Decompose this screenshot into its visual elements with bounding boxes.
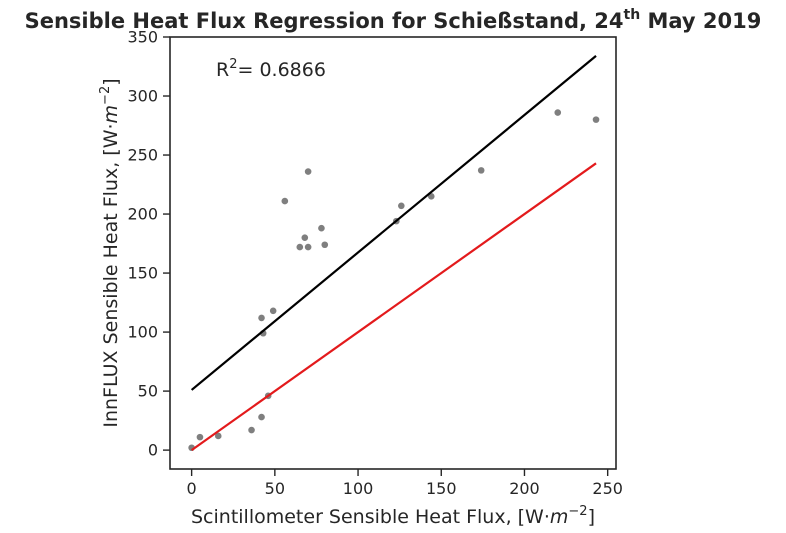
y-axis-label: InnFLUX Sensible Heat Flux, [W·m−2] xyxy=(98,78,122,427)
data-point xyxy=(248,426,255,434)
data-point xyxy=(304,168,312,175)
data-point xyxy=(269,307,277,315)
x-tick-label: 250 xyxy=(592,479,623,498)
x-axis-ticks: 0 50 100 150 200 250 xyxy=(187,469,623,498)
data-point xyxy=(296,243,304,251)
one-to-one-line xyxy=(190,162,597,452)
data-point xyxy=(214,432,222,440)
plot-frame xyxy=(169,36,617,470)
x-tick-label: 50 xyxy=(265,479,285,498)
r-squared-annotation: R2= 0.6866 xyxy=(216,57,326,81)
data-point xyxy=(592,116,600,123)
y-axis-ticks: 0 50 100 150 200 250 300 350 xyxy=(127,28,170,460)
y-tick-label: 100 xyxy=(127,323,158,342)
data-point xyxy=(301,234,309,241)
x-tick-label: 100 xyxy=(343,479,374,498)
x-axis-label: Scintillometer Sensible Heat Flux, [W·m−… xyxy=(191,504,595,528)
y-tick-label: 0 xyxy=(148,441,158,460)
y-tick-label: 200 xyxy=(127,205,158,224)
y-tick-label: 150 xyxy=(127,264,158,283)
data-point xyxy=(281,197,289,205)
data-point xyxy=(398,202,405,210)
x-tick-label: 200 xyxy=(509,479,540,498)
data-point xyxy=(258,413,265,421)
y-tick-label: 350 xyxy=(127,28,158,47)
data-point xyxy=(258,314,265,322)
regression-line xyxy=(190,55,597,391)
y-tick-label: 50 xyxy=(138,382,158,401)
data-point xyxy=(321,241,329,249)
data-point xyxy=(554,109,562,116)
x-tick-label: 0 xyxy=(187,479,197,498)
data-point xyxy=(196,433,204,441)
y-tick-label: 250 xyxy=(127,146,158,165)
y-tick-label: 300 xyxy=(127,87,158,106)
chart-title: Sensible Heat Flux Regression for Schieß… xyxy=(25,7,762,33)
x-tick-label: 150 xyxy=(426,479,457,498)
data-point xyxy=(477,167,485,174)
plot-area xyxy=(188,55,600,452)
data-point xyxy=(318,224,325,232)
data-point xyxy=(304,243,312,251)
